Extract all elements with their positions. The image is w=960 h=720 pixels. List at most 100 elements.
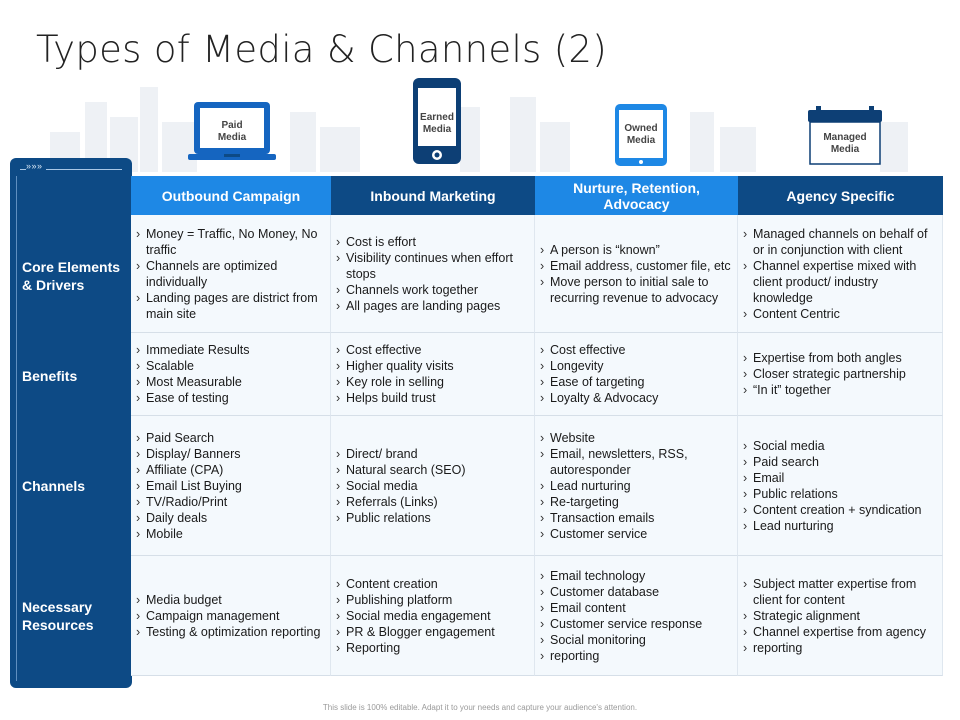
managed-media-device: Managed Media xyxy=(808,106,882,166)
column-header-inbound: Inbound Marketing xyxy=(331,176,535,215)
row-label-benefits: Benefits xyxy=(22,368,78,384)
bullet-item: Referrals (Links) xyxy=(335,494,530,510)
column-header-nurture: Nurture, Retention, Advocacy xyxy=(535,176,738,215)
bullet-item: Testing & optimization reporting xyxy=(135,624,326,640)
row-label-sidebar: »»» xyxy=(10,158,132,688)
bullet-item: Display/ Banners xyxy=(135,446,326,462)
bullet-item: Expertise from both angles xyxy=(742,350,938,366)
bullet-item: Money = Traffic, No Money, No traffic xyxy=(135,226,326,258)
bullet-item: A person is “known” xyxy=(539,242,733,258)
earned-media-label: Earned Media xyxy=(420,112,454,135)
earned-media-device: Earned Media xyxy=(413,78,461,164)
owned-media-device: Owned Media xyxy=(615,104,667,166)
cell-inbound-benefits: Cost effectiveHigher quality visitsKey r… xyxy=(331,333,535,416)
cell-outbound-resources: Media budgetCampaign managementTesting &… xyxy=(131,556,331,676)
bullet-item: “In it” together xyxy=(742,382,938,398)
paid-media-device: Paid Media xyxy=(188,102,276,164)
column-header-agency: Agency Specific xyxy=(738,176,943,215)
cell-agency-benefits: Expertise from both anglesCloser strateg… xyxy=(738,333,943,416)
tablet-icon xyxy=(615,104,667,166)
bullet-item: Email technology xyxy=(539,568,733,584)
bullet-item: Social media engagement xyxy=(335,608,530,624)
cell-agency-resources: Subject matter expertise from client for… xyxy=(738,556,943,676)
page-title: Types of Media & Channels (2) xyxy=(36,28,607,71)
cell-inbound-core: Cost is effortVisibility continues when … xyxy=(331,215,535,333)
bullet-item: Email xyxy=(742,470,938,486)
cell-agency-core: Managed channels on behalf of or in conj… xyxy=(738,215,943,333)
media-channels-table: Outbound Campaign Inbound Marketing Nurt… xyxy=(131,176,943,676)
bullet-item: Lead nurturing xyxy=(742,518,938,534)
bullet-item: Cost effective xyxy=(335,342,530,358)
smartphone-icon xyxy=(413,78,461,164)
bullet-item: Natural search (SEO) xyxy=(335,462,530,478)
cell-agency-channels: Social mediaPaid searchEmailPublic relat… xyxy=(738,416,943,556)
bullet-item: reporting xyxy=(742,640,938,656)
bullet-item: Paid Search xyxy=(135,430,326,446)
bullet-item: Channels work together xyxy=(335,282,530,298)
bullet-item: Scalable xyxy=(135,358,326,374)
laptop-icon xyxy=(188,102,276,160)
bullet-item: Public relations xyxy=(335,510,530,526)
bullet-item: Key role in selling xyxy=(335,374,530,390)
bullet-item: Website xyxy=(539,430,733,446)
bullet-item: Email content xyxy=(539,600,733,616)
bullet-item: PR & Blogger engagement xyxy=(335,624,530,640)
cell-outbound-channels: Paid SearchDisplay/ BannersAffiliate (CP… xyxy=(131,416,331,556)
bullet-item: TV/Radio/Print xyxy=(135,494,326,510)
bullet-item: Strategic alignment xyxy=(742,608,938,624)
bullet-item: reporting xyxy=(539,648,733,664)
bullet-item: Subject matter expertise from client for… xyxy=(742,576,938,608)
bullet-item: Affiliate (CPA) xyxy=(135,462,326,478)
cell-nurture-benefits: Cost effectiveLongevityEase of targeting… xyxy=(535,333,738,416)
bullet-item: Media budget xyxy=(135,592,326,608)
bullet-item: Cost is effort xyxy=(335,234,530,250)
bullet-item: Loyalty & Advocacy xyxy=(539,390,733,406)
bullet-item: Immediate Results xyxy=(135,342,326,358)
bullet-item: Mobile xyxy=(135,526,326,542)
bullet-item: Direct/ brand xyxy=(335,446,530,462)
bullet-item: Email, newsletters, RSS, autoresponder xyxy=(539,446,733,478)
cell-nurture-channels: WebsiteEmail, newsletters, RSS, autoresp… xyxy=(535,416,738,556)
skyline-illustration xyxy=(50,87,908,172)
cell-outbound-core: Money = Traffic, No Money, No trafficCha… xyxy=(131,215,331,333)
bullet-item: Content creation + syndication xyxy=(742,502,938,518)
bullet-item: Channel expertise mixed with client prod… xyxy=(742,258,938,306)
bullet-item: Higher quality visits xyxy=(335,358,530,374)
cell-nurture-resources: Email technologyCustomer databaseEmail c… xyxy=(535,556,738,676)
cell-inbound-resources: Content creationPublishing platformSocia… xyxy=(331,556,535,676)
bullet-item: Re-targeting xyxy=(539,494,733,510)
managed-media-label: Managed Media xyxy=(823,132,867,155)
bullet-item: Landing pages are district from main sit… xyxy=(135,290,326,322)
sidebar-inner-border xyxy=(16,176,127,681)
bullet-item: Customer service xyxy=(539,526,733,542)
bullet-item: Ease of targeting xyxy=(539,374,733,390)
bullet-item: Helps build trust xyxy=(335,390,530,406)
bullet-item: Publishing platform xyxy=(335,592,530,608)
row-label-necessary-resources: Necessary Resources xyxy=(22,599,94,633)
bullet-item: Ease of testing xyxy=(135,390,326,406)
sidebar-divider xyxy=(20,169,122,170)
bullet-item: Social media xyxy=(335,478,530,494)
bullet-item: Email List Buying xyxy=(135,478,326,494)
bullet-item: Move person to initial sale to recurring… xyxy=(539,274,733,306)
bullet-item: Paid search xyxy=(742,454,938,470)
bullet-item: Cost effective xyxy=(539,342,733,358)
bullet-item: Customer service response xyxy=(539,616,733,632)
bullet-item: Social media xyxy=(742,438,938,454)
footer-note: This slide is 100% editable. Adapt it to… xyxy=(322,703,638,712)
column-header-outbound: Outbound Campaign xyxy=(131,176,331,215)
bullet-item: Social monitoring xyxy=(539,632,733,648)
bullet-item: Customer database xyxy=(539,584,733,600)
bullet-item: Channel expertise from agency xyxy=(742,624,938,640)
bullet-item: Public relations xyxy=(742,486,938,502)
bullet-item: Longevity xyxy=(539,358,733,374)
bullet-item: Closer strategic partnership xyxy=(742,366,938,382)
owned-media-label: Owned Media xyxy=(624,123,658,146)
cell-outbound-benefits: Immediate ResultsScalableMost Measurable… xyxy=(131,333,331,416)
bullet-item: Daily deals xyxy=(135,510,326,526)
paid-media-label: Paid Media xyxy=(217,120,247,143)
cell-inbound-channels: Direct/ brandNatural search (SEO)Social … xyxy=(331,416,535,556)
bullet-item: All pages are landing pages xyxy=(335,298,530,314)
bullet-item: Visibility continues when effort stops xyxy=(335,250,530,282)
bullet-item: Campaign management xyxy=(135,608,326,624)
